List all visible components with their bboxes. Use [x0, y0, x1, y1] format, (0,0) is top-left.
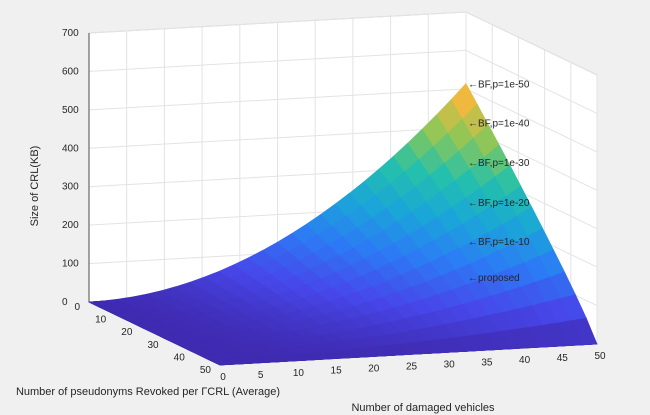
z-tick-label: 300 — [62, 182, 79, 193]
surface-cell — [451, 83, 478, 119]
y-tick-label: 20 — [121, 327, 133, 338]
surfaces — [88, 83, 598, 366]
y-tick-label: 0 — [74, 302, 80, 313]
z-tick-label: 600 — [62, 66, 79, 77]
grid-line — [88, 88, 467, 111]
series-label: ←BF,p=1e-40 — [468, 119, 530, 130]
x-tick-label: 50 — [594, 351, 606, 362]
z-axis-label: Size of CRL(KB) — [29, 146, 41, 227]
grid-line — [465, 11, 598, 76]
x-tick-label: 20 — [368, 364, 380, 375]
series-label: ←BF,p=1e-10 — [468, 237, 530, 248]
z-tick-label: 200 — [62, 220, 79, 231]
grid-line — [88, 126, 467, 149]
z-tick-label: 100 — [62, 259, 79, 270]
z-tick-label: 400 — [62, 143, 79, 154]
y-axis-label: Number of pseudonyms Revoked per ΓCRL (A… — [16, 386, 280, 398]
x-tick-label: 0 — [220, 372, 226, 383]
y-tick-label: 40 — [174, 352, 186, 363]
series-labels: ←BF,p=1e-50 ←BF,p=1e-40 ←BF,p=1e-30 ←BF,p=1… — [468, 80, 530, 285]
grid-line — [88, 11, 467, 34]
y-tick-label: 50 — [200, 365, 212, 376]
series-label: ←BF,p=1e-30 — [468, 158, 530, 169]
y-tick-label: 10 — [95, 315, 107, 326]
y-tick-label: 30 — [147, 340, 159, 351]
series-label: ←BF,p=1e-20 — [468, 198, 530, 209]
series-label: ←proposed — [468, 273, 520, 284]
z-tick-label: 500 — [62, 105, 79, 116]
z-tick-label: 0 — [62, 297, 68, 308]
x-axis-label: Number of damaged vehicles — [351, 402, 495, 414]
x-tick-label: 5 — [258, 370, 264, 381]
z-tick-label: 700 — [62, 28, 79, 39]
grid-line — [465, 49, 598, 114]
x-tick-label: 15 — [331, 366, 343, 377]
x-tick-label: 25 — [406, 362, 418, 373]
x-tick-label: 10 — [293, 368, 305, 379]
grid-line — [88, 49, 467, 72]
x-tick-label: 35 — [481, 357, 493, 368]
series-label: ←BF,p=1e-50 — [468, 80, 530, 91]
x-tick-label: 45 — [557, 353, 569, 364]
grid-line — [465, 88, 598, 153]
x-tick-label: 30 — [444, 359, 456, 370]
surface-series — [88, 83, 598, 366]
x-tick-label: 40 — [519, 355, 531, 366]
